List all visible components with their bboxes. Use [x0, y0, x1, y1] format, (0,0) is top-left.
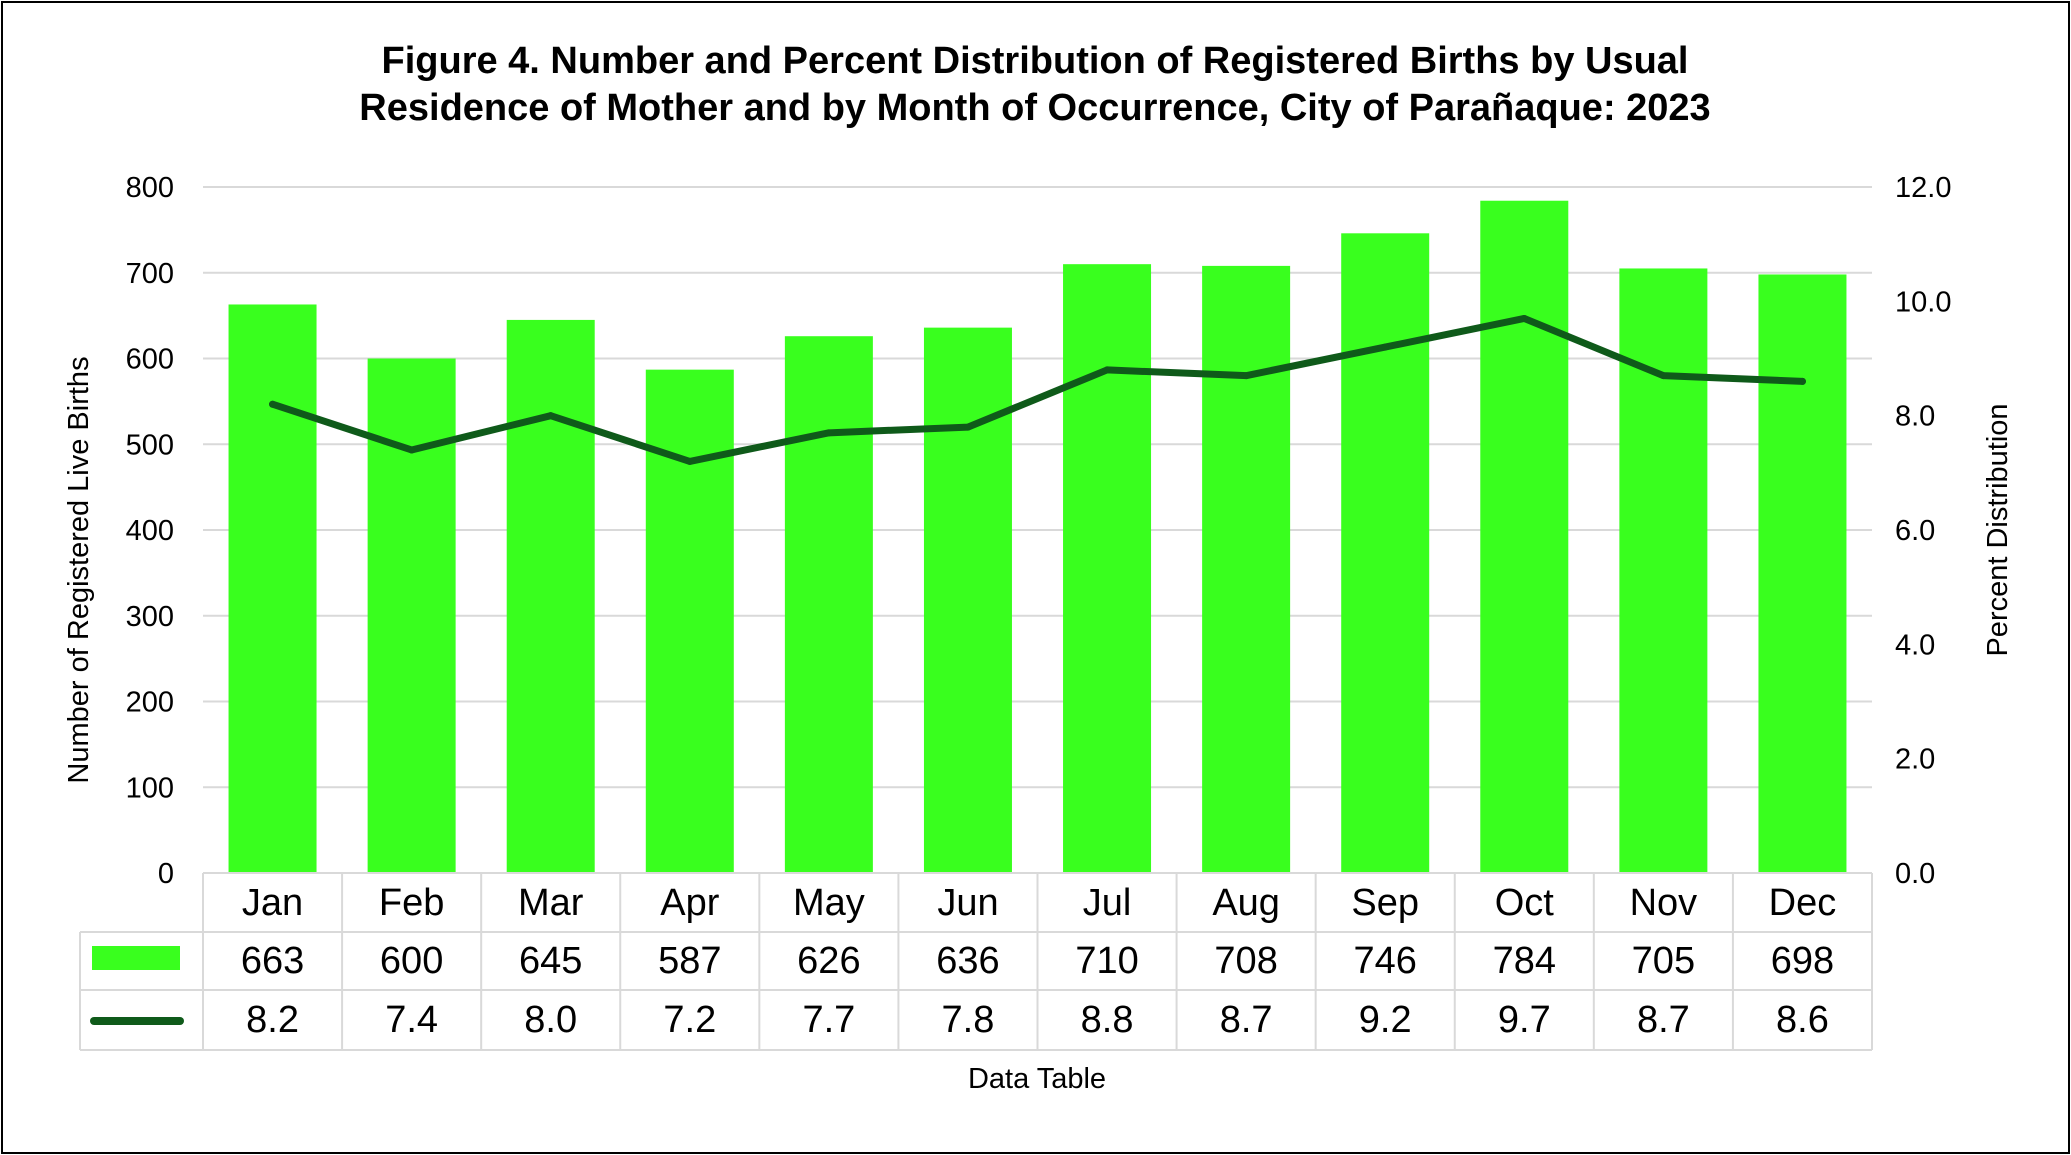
table-count-aug: 708 [1214, 940, 1277, 982]
table-count-dec: 698 [1771, 940, 1834, 982]
line-point-jan [269, 400, 277, 408]
bar-sep [1341, 233, 1430, 873]
chart-title-line-1: Figure 4. Number and Percent Distributio… [382, 40, 1689, 82]
table-header-feb: Feb [379, 882, 444, 924]
table-header-nov: Nov [1630, 882, 1698, 924]
line-point-apr [686, 457, 694, 465]
table-count-apr: 587 [658, 940, 721, 982]
table-header-jun: Jun [937, 882, 998, 924]
bar-may [784, 336, 873, 874]
bar-aug [1202, 265, 1291, 873]
table-header-may: May [793, 882, 865, 924]
y-right-tick-label: 12.0 [1895, 172, 1951, 204]
table-percent-nov: 8.7 [1637, 999, 1690, 1041]
y-right-tick-label: 10.0 [1895, 286, 1951, 318]
chart-title-line-2: Residence of Mother and by Month of Occu… [359, 87, 1710, 129]
table-percent-may: 7.7 [802, 999, 855, 1041]
table-count-may: 626 [797, 940, 860, 982]
y-axis-right: 0.0 2.0 4.0 6.0 8.0 10.0 12.0 [1895, 172, 1951, 890]
table-header-apr: Apr [660, 882, 719, 924]
table-percent-mar: 8.0 [524, 999, 577, 1041]
y-right-tick-label: 2.0 [1895, 744, 1935, 776]
line-point-jul [1103, 366, 1111, 374]
table-percent-dec: 8.6 [1776, 999, 1829, 1041]
table-count-jul: 710 [1075, 940, 1138, 982]
line-point-may [825, 429, 833, 437]
table-header-oct: Oct [1495, 882, 1555, 924]
y-right-tick-label: 6.0 [1895, 515, 1935, 547]
table-count-jun: 636 [936, 940, 999, 982]
table-percent-feb: 7.4 [385, 999, 438, 1041]
data-table: Jan 663 8.2 Feb 600 7.4 Mar 645 8.0 Apr 587 7.2 May 6… [79, 872, 1873, 1051]
y-left-tick-label: 700 [126, 258, 174, 290]
percent-line [269, 314, 1806, 465]
table-header-aug: Aug [1212, 882, 1280, 924]
y-left-tick-label: 800 [126, 172, 174, 204]
y-left-tick-label: 500 [126, 429, 174, 461]
y-left-tick-label: 300 [126, 601, 174, 633]
bar-oct [1480, 200, 1569, 874]
y-left-tick-label: 100 [126, 772, 174, 804]
table-count-oct: 784 [1493, 940, 1556, 982]
table-percent-aug: 8.7 [1220, 999, 1273, 1041]
table-percent-jul: 8.8 [1081, 999, 1134, 1041]
table-percent-jan: 8.2 [246, 999, 299, 1041]
table-count-mar: 645 [519, 940, 582, 982]
table-percent-sep: 9.2 [1359, 999, 1412, 1041]
table-count-feb: 600 [380, 940, 443, 982]
bar-jan [228, 304, 317, 873]
table-header-dec: Dec [1769, 882, 1837, 924]
line-point-nov [1659, 372, 1667, 380]
table-header-mar: Mar [518, 882, 584, 924]
line-series [269, 314, 1806, 465]
line-point-sep [1381, 343, 1389, 351]
line-point-dec [1798, 377, 1806, 385]
legend-key-bars [92, 946, 180, 970]
y-left-tick-label: 400 [126, 515, 174, 547]
y-left-tick-label: 200 [126, 687, 174, 719]
table-count-sep: 746 [1354, 940, 1417, 982]
table-header-jul: Jul [1083, 882, 1132, 924]
y-right-tick-label: 4.0 [1895, 629, 1935, 661]
line-point-aug [1242, 372, 1250, 380]
line-point-oct [1520, 314, 1528, 322]
table-count-jan: 663 [241, 940, 304, 982]
y-left-tick-label: 0 [158, 858, 174, 890]
y-axis-left-title: Number of Registered Live Births [63, 356, 95, 783]
bar-feb [367, 358, 456, 873]
bar-mar [506, 319, 595, 874]
bar-dec [1758, 274, 1847, 874]
line-point-feb [408, 446, 416, 454]
bar-series [228, 200, 1847, 874]
bar-nov [1619, 268, 1708, 873]
y-right-tick-label: 8.0 [1895, 401, 1935, 433]
table-percent-oct: 9.7 [1498, 999, 1551, 1041]
bar-apr [645, 369, 734, 873]
line-point-mar [547, 412, 555, 420]
y-axis-left: 0 100 200 300 400 500 600 700 800 [126, 172, 174, 890]
y-axis-right-title: Percent Distribution [1982, 403, 2014, 656]
table-header-sep: Sep [1351, 882, 1419, 924]
data-table-title: Data Table [968, 1063, 1106, 1095]
table-count-nov: 705 [1632, 940, 1695, 982]
line-point-jun [964, 423, 972, 431]
bar-jul [1063, 264, 1152, 873]
table-header-jan: Jan [242, 882, 303, 924]
table-percent-jun: 7.8 [942, 999, 995, 1041]
bar-jun [923, 327, 1012, 873]
y-right-tick-label: 0.0 [1895, 858, 1935, 890]
y-left-tick-label: 600 [126, 344, 174, 376]
table-percent-apr: 7.2 [663, 999, 716, 1041]
